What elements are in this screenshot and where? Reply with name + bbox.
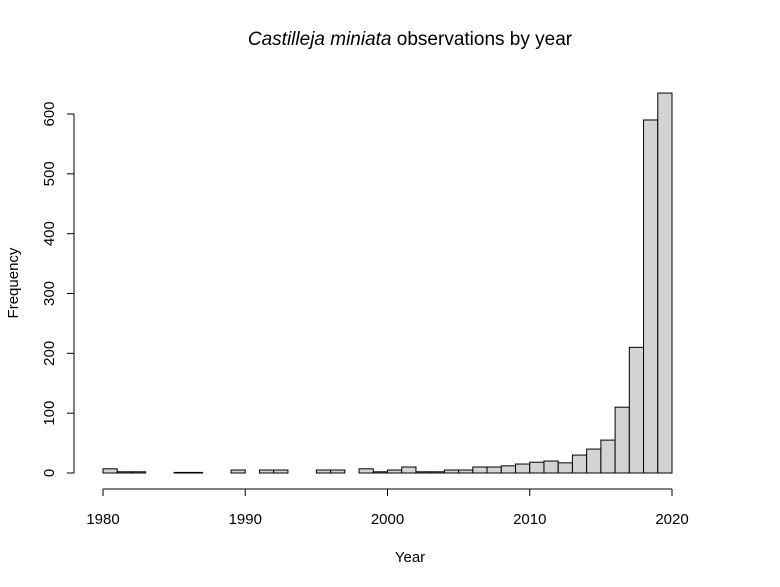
histogram-bar-1981: [116, 471, 132, 474]
bars-group: [102, 92, 673, 474]
y-axis-label: Frequency: [5, 247, 22, 318]
histogram-bar-1998: [358, 468, 374, 474]
y-axis: 0 100 200 300 400 500 600: [41, 101, 75, 477]
histogram-bar-1991: [258, 469, 275, 474]
histogram-bar-2003: [429, 471, 445, 474]
chart-title-suffix: observations by year: [392, 29, 573, 50]
histogram-bar-2010: [529, 461, 545, 474]
y-tick-label: 400: [41, 221, 58, 246]
histogram-bar-2018: [643, 119, 659, 474]
histogram-bar-2009: [515, 463, 531, 474]
histogram-bar-2011: [543, 460, 559, 474]
x-tick-label: 2020: [655, 511, 688, 528]
y-tick-label: 500: [41, 161, 58, 186]
histogram-bar-1980: [102, 468, 118, 474]
x-tick-label: 2010: [513, 511, 546, 528]
histogram-bar-1986: [187, 471, 204, 474]
histogram-bar-1982: [130, 471, 147, 474]
histogram-bar-1995: [315, 469, 332, 474]
histogram-bar-2012: [557, 462, 573, 474]
x-tick-label: 2000: [371, 511, 404, 528]
y-tick-label: 200: [41, 341, 58, 366]
histogram-bar-2007: [486, 466, 502, 474]
histogram-bar-2001: [401, 466, 417, 474]
histogram-bar-2016: [614, 406, 630, 474]
x-axis-label: Year: [395, 549, 425, 566]
x-axis: 1980 1990 2000 2010 2020: [86, 488, 689, 528]
histogram-bar-2015: [600, 439, 616, 474]
histogram-bar-1992: [273, 469, 289, 474]
x-tick-label: 1990: [229, 511, 262, 528]
y-tick-label: 300: [41, 281, 58, 306]
y-tick-label: 600: [41, 101, 58, 126]
histogram-bar-2008: [500, 465, 517, 474]
histogram-bar-2006: [472, 466, 488, 474]
histogram-bar-2014: [586, 448, 602, 474]
chart-title-species: Castilleja miniata: [248, 29, 392, 50]
histogram-bar-2013: [571, 454, 588, 474]
chart-title: Castilleja miniata observations by year: [248, 29, 573, 50]
histogram-bar-1989: [230, 469, 246, 474]
histogram-bar-1985: [173, 471, 189, 474]
histogram-bar-2000: [387, 469, 403, 474]
histogram-bar-1999: [372, 471, 388, 474]
histogram-bar-2017: [628, 346, 645, 474]
histogram-bar-1996: [330, 469, 346, 474]
y-tick-label: 0: [41, 469, 58, 477]
histogram-bar-2002: [415, 471, 431, 474]
histogram-bar-2019: [657, 92, 673, 474]
y-tick-label: 100: [41, 401, 58, 426]
x-tick-label: 1980: [86, 511, 119, 528]
histogram-bar-2004: [443, 469, 460, 474]
histogram-bar-2005: [458, 469, 474, 474]
